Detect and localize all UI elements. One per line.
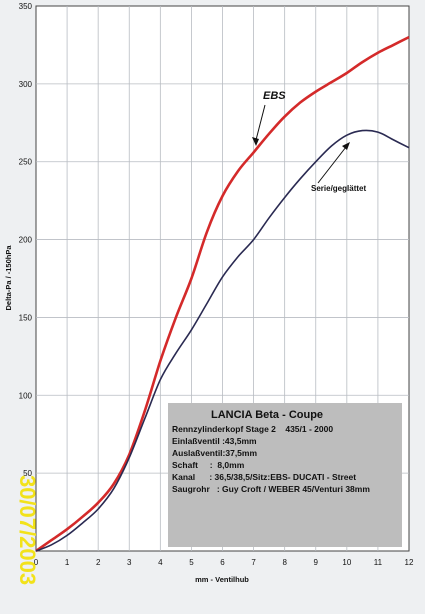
serie-arrowhead <box>342 142 350 150</box>
x-tick-label: 12 <box>405 558 414 567</box>
y-tick-label: 100 <box>19 391 33 400</box>
y-tick-label: 50 <box>23 469 32 478</box>
series-group <box>35 35 410 553</box>
info-line-kanal: Kanal : 36,5/38,5/Sitz:EBS- DUCATI - Str… <box>172 472 356 482</box>
y-tick-label: 300 <box>19 80 33 89</box>
x-tick-label: 10 <box>342 558 351 567</box>
x-tick-label: 7 <box>251 558 256 567</box>
info-line-kopf: Rennzylinderkopf Stage 2 435/1 - 2000 <box>172 424 333 434</box>
info-line-saugrohr: Saugrohr : Guy Croft / WEBER 45/Venturi … <box>172 484 370 494</box>
x-axis-ticks: 0 1 2 3 4 5 6 7 8 9 10 11 12 <box>34 558 414 567</box>
x-tick-label: 9 <box>314 558 319 567</box>
x-tick-label: 11 <box>374 558 383 567</box>
x-tick-label: 2 <box>96 558 101 567</box>
info-box-title: LANCIA Beta - Coupe <box>211 409 323 421</box>
ebs-annotation-label: EBS <box>263 90 286 102</box>
ebs-annotation-arrow <box>255 104 266 141</box>
info-box <box>168 403 402 547</box>
x-tick-label: 5 <box>189 558 194 567</box>
y-tick-label: 350 <box>19 2 33 11</box>
series-line-serie <box>35 129 410 552</box>
info-line-einlass: Einlaßventil :43,5mm <box>172 436 257 446</box>
info-line-schaft: Schaft : 8,0mm <box>172 460 245 470</box>
y-axis-title: Delta-Pa / -150hPa <box>4 245 13 311</box>
x-tick-label: 4 <box>158 558 163 567</box>
x-tick-label: 1 <box>65 558 70 567</box>
date-stamp: 30/07/2003 <box>15 475 40 585</box>
y-tick-label: 150 <box>19 313 33 322</box>
x-tick-label: 0 <box>34 558 39 567</box>
ebs-arrowhead <box>252 137 259 146</box>
serie-annotation-label: Serie/geglättet <box>311 184 366 193</box>
y-tick-label: 250 <box>19 158 33 167</box>
y-axis-ticks: 50 100 150 200 250 300 350 <box>19 2 33 478</box>
y-tick-label: 200 <box>19 236 33 245</box>
info-line-auslass: Auslaßventil:37,5mm <box>172 448 257 458</box>
x-tick-label: 3 <box>127 558 132 567</box>
x-axis-title: mm - Ventilhub <box>195 575 249 584</box>
x-tick-label: 8 <box>282 558 287 567</box>
series-line-ebs <box>35 35 410 553</box>
x-tick-label: 6 <box>220 558 225 567</box>
serie-annotation-arrow <box>317 146 347 184</box>
